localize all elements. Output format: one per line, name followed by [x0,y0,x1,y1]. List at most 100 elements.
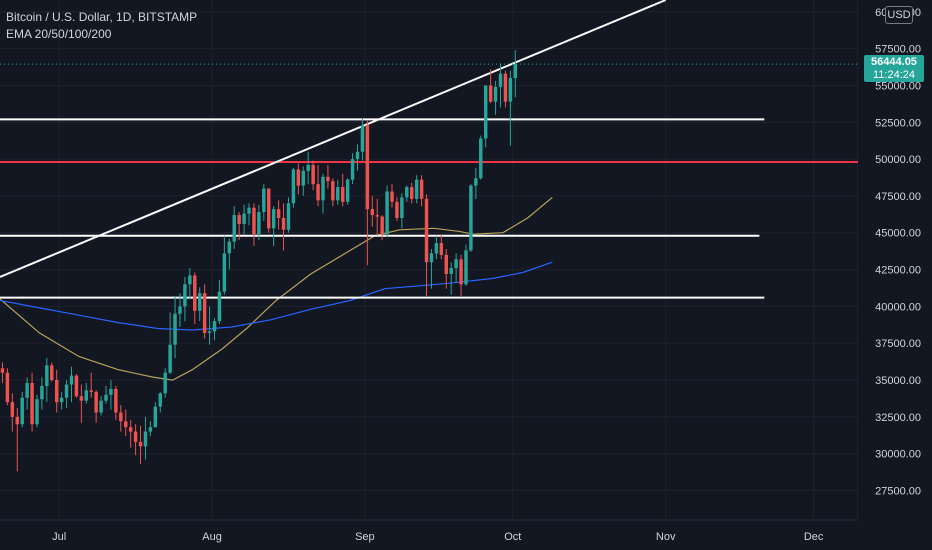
candle [0,362,5,384]
candle [183,276,187,322]
candle [340,173,345,207]
candle-body [69,375,74,385]
candle [247,203,251,226]
candles [0,50,518,472]
candle [350,153,355,185]
candle [227,238,232,270]
candle [429,248,434,289]
candle [306,151,310,185]
y-tick-label: 35000.00 [875,375,921,387]
candle [15,408,19,472]
candle [390,184,394,208]
candle [163,368,167,398]
candle-body [138,441,143,447]
candle-body [45,365,49,386]
y-axis-background [858,0,932,550]
candle [10,393,15,432]
candle [114,385,118,420]
candle [336,179,340,205]
candle-body [498,73,503,87]
candle-body [449,268,453,274]
candle-body [414,179,419,199]
candle-body [222,253,227,292]
candle [232,206,236,249]
ascending-trendline[interactable] [0,0,667,278]
candle-body [50,365,54,381]
candle [326,164,330,189]
candle-body [0,368,5,373]
candle-body [508,78,513,102]
candle [133,424,138,456]
candle-body [513,64,518,79]
candle [59,391,64,410]
candle-body [89,390,93,392]
candle [212,318,217,341]
candle [74,374,79,398]
candle-body [360,125,365,152]
candle [99,396,103,416]
candle [444,248,448,289]
candle-body [331,181,335,201]
candle [69,366,74,403]
candle-body [35,399,39,425]
candle [262,184,266,221]
candle [395,197,399,221]
candle-body [350,159,355,180]
candle-body [429,253,434,263]
currency-button[interactable]: USD [885,6,913,24]
candle-body [25,383,29,398]
candle-body [434,243,439,254]
candle [498,63,503,108]
candle [5,368,10,406]
candle-body [340,187,345,202]
candle-body [345,179,350,202]
ema-200-line [0,261,553,331]
candle-body [207,331,212,333]
candle-body [380,216,384,235]
candle-body [375,215,379,217]
candle-body [212,321,217,332]
candle [454,253,458,283]
x-tick-label: Jul [52,531,66,543]
candle-body [262,188,266,213]
candle-body [153,406,158,428]
candle [286,197,291,233]
candle-body [242,213,246,224]
candle-body [464,250,468,285]
symbol-title[interactable]: Bitcoin / U.S. Dollar, 1D, BITSTAMP [6,10,198,24]
candle [94,390,98,423]
x-axis[interactable]: Jul Aug Sep Oct Nov Dec [0,519,858,550]
candle-body [355,151,360,160]
candle-body [459,259,463,285]
candle-body [128,427,133,432]
candle [207,306,212,345]
support-resistance-levels[interactable] [0,118,858,299]
candle [488,69,493,104]
y-tick-label: 40000.00 [875,301,921,313]
candle-body [188,275,192,285]
candle [40,377,44,410]
y-axis[interactable]: 27500.00 30000.00 32500.00 35000.00 37500.00… [858,0,932,550]
candle [321,173,325,214]
candle [257,204,261,241]
candle-body [40,385,44,400]
candle-body [232,215,236,242]
candle-body [158,393,162,407]
grid-lines [0,0,859,550]
candle [197,287,202,322]
candle-body [104,394,108,401]
candle [400,192,404,229]
candle-body [488,85,493,102]
candle [168,312,172,375]
candle-body [370,209,375,216]
y-tick-label: 37500.00 [875,338,921,350]
y-tick-label: 47500.00 [875,191,921,203]
candle-body [365,125,370,210]
trendline[interactable] [0,0,667,278]
candle [365,120,370,266]
candle-body [395,201,399,219]
y-tick-label: 30000.00 [875,449,921,461]
candle-body [454,259,458,269]
indicator-label[interactable]: EMA 20/50/100/200 [6,27,112,41]
